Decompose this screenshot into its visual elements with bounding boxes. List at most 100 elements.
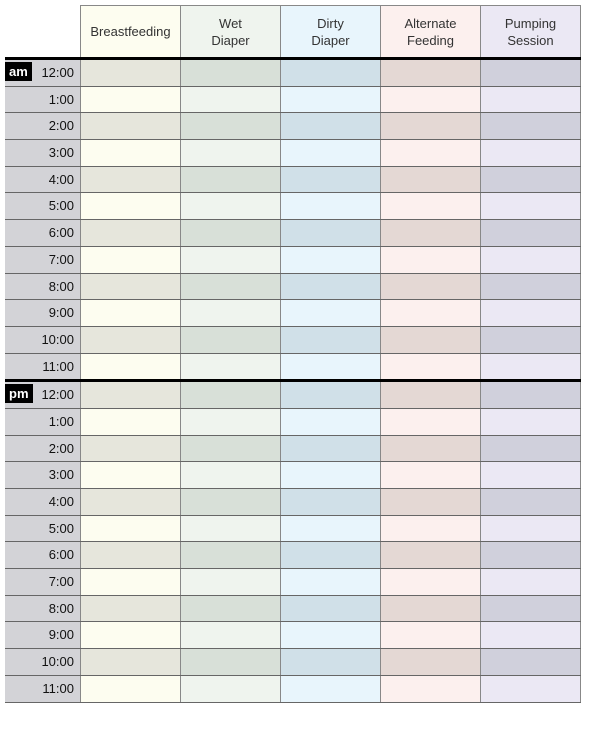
log-cell[interactable]	[280, 246, 380, 273]
log-cell[interactable]	[380, 300, 480, 326]
log-cell[interactable]	[180, 408, 280, 435]
log-cell[interactable]	[480, 382, 581, 408]
log-cell[interactable]	[280, 60, 380, 86]
log-cell[interactable]	[180, 675, 280, 702]
log-cell[interactable]	[380, 382, 480, 408]
log-cell[interactable]	[180, 140, 280, 166]
log-cell[interactable]	[380, 193, 480, 220]
log-cell[interactable]	[80, 515, 180, 542]
log-cell[interactable]	[80, 408, 180, 435]
log-cell[interactable]	[180, 220, 280, 246]
log-cell[interactable]	[280, 220, 380, 246]
log-cell[interactable]	[380, 462, 480, 488]
log-cell[interactable]	[480, 622, 581, 649]
log-cell[interactable]	[280, 113, 380, 140]
log-cell[interactable]	[380, 675, 480, 702]
log-cell[interactable]	[80, 140, 180, 166]
log-cell[interactable]	[480, 220, 581, 246]
log-cell[interactable]	[480, 408, 581, 435]
log-cell[interactable]	[180, 193, 280, 220]
log-cell[interactable]	[180, 622, 280, 649]
log-cell[interactable]	[380, 113, 480, 140]
log-cell[interactable]	[280, 382, 380, 408]
log-cell[interactable]	[480, 542, 581, 569]
log-cell[interactable]	[280, 595, 380, 622]
log-cell[interactable]	[180, 489, 280, 515]
log-cell[interactable]	[380, 569, 480, 595]
log-cell[interactable]	[80, 220, 180, 246]
log-cell[interactable]	[180, 166, 280, 193]
log-cell[interactable]	[280, 326, 380, 353]
log-cell[interactable]	[480, 489, 581, 515]
log-cell[interactable]	[380, 166, 480, 193]
log-cell[interactable]	[280, 166, 380, 193]
log-cell[interactable]	[180, 86, 280, 113]
log-cell[interactable]	[280, 489, 380, 515]
log-cell[interactable]	[280, 408, 380, 435]
log-cell[interactable]	[480, 595, 581, 622]
log-cell[interactable]	[280, 649, 380, 675]
log-cell[interactable]	[380, 435, 480, 462]
log-cell[interactable]	[80, 649, 180, 675]
log-cell[interactable]	[180, 382, 280, 408]
log-cell[interactable]	[480, 113, 581, 140]
log-cell[interactable]	[380, 60, 480, 86]
log-cell[interactable]	[180, 515, 280, 542]
log-cell[interactable]	[480, 273, 581, 300]
log-cell[interactable]	[480, 140, 581, 166]
log-cell[interactable]	[280, 273, 380, 300]
log-cell[interactable]	[180, 353, 280, 380]
log-cell[interactable]	[280, 675, 380, 702]
log-cell[interactable]	[80, 86, 180, 113]
log-cell[interactable]	[80, 193, 180, 220]
log-cell[interactable]	[280, 193, 380, 220]
log-cell[interactable]	[80, 489, 180, 515]
log-cell[interactable]	[280, 435, 380, 462]
log-cell[interactable]	[80, 273, 180, 300]
log-cell[interactable]	[280, 542, 380, 569]
log-cell[interactable]	[480, 246, 581, 273]
log-cell[interactable]	[180, 300, 280, 326]
log-cell[interactable]	[480, 326, 581, 353]
log-cell[interactable]	[180, 462, 280, 488]
log-cell[interactable]	[280, 515, 380, 542]
log-cell[interactable]	[280, 569, 380, 595]
log-cell[interactable]	[80, 542, 180, 569]
log-cell[interactable]	[180, 542, 280, 569]
log-cell[interactable]	[380, 246, 480, 273]
log-cell[interactable]	[80, 622, 180, 649]
log-cell[interactable]	[80, 326, 180, 353]
log-cell[interactable]	[380, 140, 480, 166]
log-cell[interactable]	[80, 595, 180, 622]
log-cell[interactable]	[480, 462, 581, 488]
log-cell[interactable]	[180, 595, 280, 622]
log-cell[interactable]	[80, 60, 180, 86]
log-cell[interactable]	[80, 246, 180, 273]
log-cell[interactable]	[80, 166, 180, 193]
log-cell[interactable]	[280, 300, 380, 326]
log-cell[interactable]	[180, 649, 280, 675]
log-cell[interactable]	[480, 515, 581, 542]
log-cell[interactable]	[380, 353, 480, 380]
log-cell[interactable]	[280, 622, 380, 649]
log-cell[interactable]	[80, 382, 180, 408]
log-cell[interactable]	[180, 326, 280, 353]
log-cell[interactable]	[280, 86, 380, 113]
log-cell[interactable]	[80, 353, 180, 380]
log-cell[interactable]	[480, 300, 581, 326]
log-cell[interactable]	[380, 542, 480, 569]
log-cell[interactable]	[180, 273, 280, 300]
log-cell[interactable]	[380, 595, 480, 622]
log-cell[interactable]	[480, 193, 581, 220]
log-cell[interactable]	[80, 300, 180, 326]
log-cell[interactable]	[380, 86, 480, 113]
log-cell[interactable]	[180, 246, 280, 273]
log-cell[interactable]	[380, 515, 480, 542]
log-cell[interactable]	[380, 273, 480, 300]
log-cell[interactable]	[380, 649, 480, 675]
log-cell[interactable]	[480, 569, 581, 595]
log-cell[interactable]	[380, 622, 480, 649]
log-cell[interactable]	[480, 435, 581, 462]
log-cell[interactable]	[480, 166, 581, 193]
log-cell[interactable]	[480, 353, 581, 380]
